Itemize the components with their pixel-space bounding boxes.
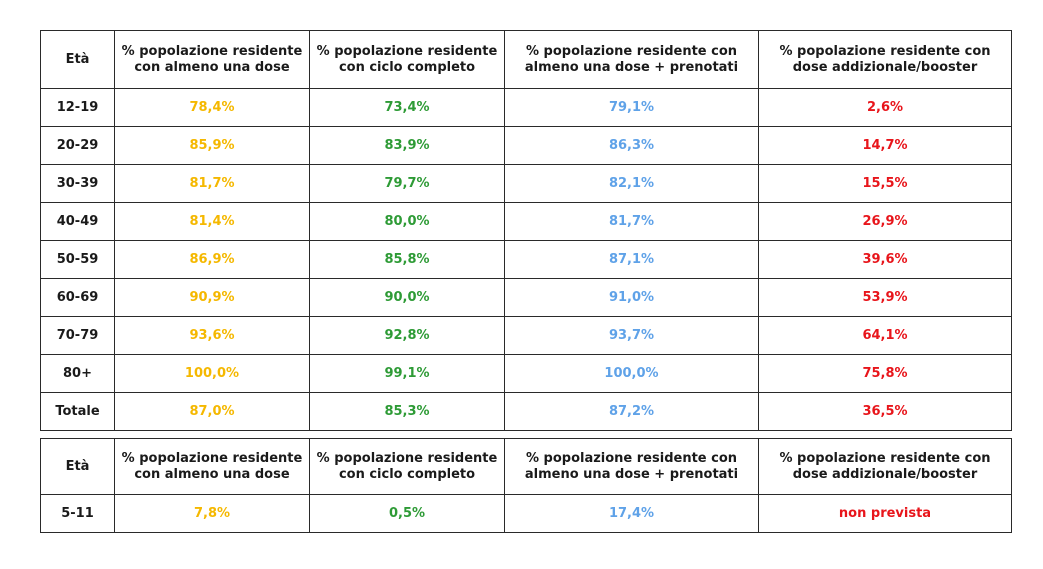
value-cell-complete: 99,1%	[309, 354, 505, 393]
value-cell-booster: 39,6%	[758, 240, 1012, 279]
value-cell-complete: 0,5%	[309, 494, 505, 533]
header-age: Età	[40, 438, 115, 495]
age-cell: 60-69	[40, 278, 115, 317]
value-cell-booked: 86,3%	[504, 126, 759, 165]
value-cell-booked: 87,2%	[504, 392, 759, 431]
value-cell-booster: 75,8%	[758, 354, 1012, 393]
age-cell: 40-49	[40, 202, 115, 241]
value-cell-booked: 17,4%	[504, 494, 759, 533]
value-cell-complete: 85,8%	[309, 240, 505, 279]
value-cell-booster: 15,5%	[758, 164, 1012, 203]
value-cell-booked: 91,0%	[504, 278, 759, 317]
vaccination-table-children: Età % popolazione residente con almeno u…	[40, 438, 1012, 533]
table-row: 20-29 85,9% 83,9% 86,3% 14,7%	[40, 126, 1012, 165]
table-row: 50-59 86,9% 85,8% 87,1% 39,6%	[40, 240, 1012, 279]
table-row: 5-11 7,8% 0,5% 17,4% non prevista	[40, 494, 1012, 533]
age-cell: 5-11	[40, 494, 115, 533]
header-col3: % popolazione residente con almeno una d…	[504, 30, 759, 89]
table-row: 80+ 100,0% 99,1% 100,0% 75,8%	[40, 354, 1012, 393]
value-cell-booster: 36,5%	[758, 392, 1012, 431]
value-cell-booster: 14,7%	[758, 126, 1012, 165]
value-cell-booked: 81,7%	[504, 202, 759, 241]
value-cell-dose1: 90,9%	[114, 278, 310, 317]
table-row: 70-79 93,6% 92,8% 93,7% 64,1%	[40, 316, 1012, 355]
table-row: 12-19 78,4% 73,4% 79,1% 2,6%	[40, 88, 1012, 127]
value-cell-complete: 92,8%	[309, 316, 505, 355]
table-row: 60-69 90,9% 90,0% 91,0% 53,9%	[40, 278, 1012, 317]
header-age: Età	[40, 30, 115, 89]
header-col2: % popolazione residente con ciclo comple…	[309, 438, 505, 495]
header-col4: % popolazione residente con dose addizio…	[758, 30, 1012, 89]
value-cell-booked: 87,1%	[504, 240, 759, 279]
value-cell-dose1: 78,4%	[114, 88, 310, 127]
value-cell-dose1: 81,7%	[114, 164, 310, 203]
value-cell-booster: 26,9%	[758, 202, 1012, 241]
header-col3: % popolazione residente con almeno una d…	[504, 438, 759, 495]
age-cell: Totale	[40, 392, 115, 431]
value-cell-booked: 93,7%	[504, 316, 759, 355]
value-cell-booster: 53,9%	[758, 278, 1012, 317]
value-cell-booked: 79,1%	[504, 88, 759, 127]
age-cell: 50-59	[40, 240, 115, 279]
age-cell: 30-39	[40, 164, 115, 203]
value-cell-dose1: 93,6%	[114, 316, 310, 355]
value-cell-booster: 2,6%	[758, 88, 1012, 127]
header-col1: % popolazione residente con almeno una d…	[114, 30, 310, 89]
value-cell-complete: 85,3%	[309, 392, 505, 431]
age-cell: 20-29	[40, 126, 115, 165]
vaccination-table-main: Età % popolazione residente con almeno u…	[40, 30, 1012, 431]
header-row: Età % popolazione residente con almeno u…	[40, 30, 1012, 89]
value-cell-booster: 64,1%	[758, 316, 1012, 355]
value-cell-complete: 90,0%	[309, 278, 505, 317]
value-cell-dose1: 85,9%	[114, 126, 310, 165]
age-cell: 80+	[40, 354, 115, 393]
age-cell: 70-79	[40, 316, 115, 355]
value-cell-complete: 83,9%	[309, 126, 505, 165]
header-col2: % popolazione residente con ciclo comple…	[309, 30, 505, 89]
age-cell: 12-19	[40, 88, 115, 127]
table-row: 30-39 81,7% 79,7% 82,1% 15,5%	[40, 164, 1012, 203]
value-cell-dose1: 100,0%	[114, 354, 310, 393]
table-row-total: Totale 87,0% 85,3% 87,2% 36,5%	[40, 392, 1012, 431]
value-cell-dose1: 81,4%	[114, 202, 310, 241]
value-cell-dose1: 86,9%	[114, 240, 310, 279]
value-cell-booster: non prevista	[758, 494, 1012, 533]
value-cell-complete: 73,4%	[309, 88, 505, 127]
value-cell-complete: 79,7%	[309, 164, 505, 203]
value-cell-booked: 82,1%	[504, 164, 759, 203]
value-cell-dose1: 87,0%	[114, 392, 310, 431]
header-col4: % popolazione residente con dose addizio…	[758, 438, 1012, 495]
value-cell-dose1: 7,8%	[114, 494, 310, 533]
header-row: Età % popolazione residente con almeno u…	[40, 438, 1012, 495]
value-cell-complete: 80,0%	[309, 202, 505, 241]
value-cell-booked: 100,0%	[504, 354, 759, 393]
header-col1: % popolazione residente con almeno una d…	[114, 438, 310, 495]
table-row: 40-49 81,4% 80,0% 81,7% 26,9%	[40, 202, 1012, 241]
